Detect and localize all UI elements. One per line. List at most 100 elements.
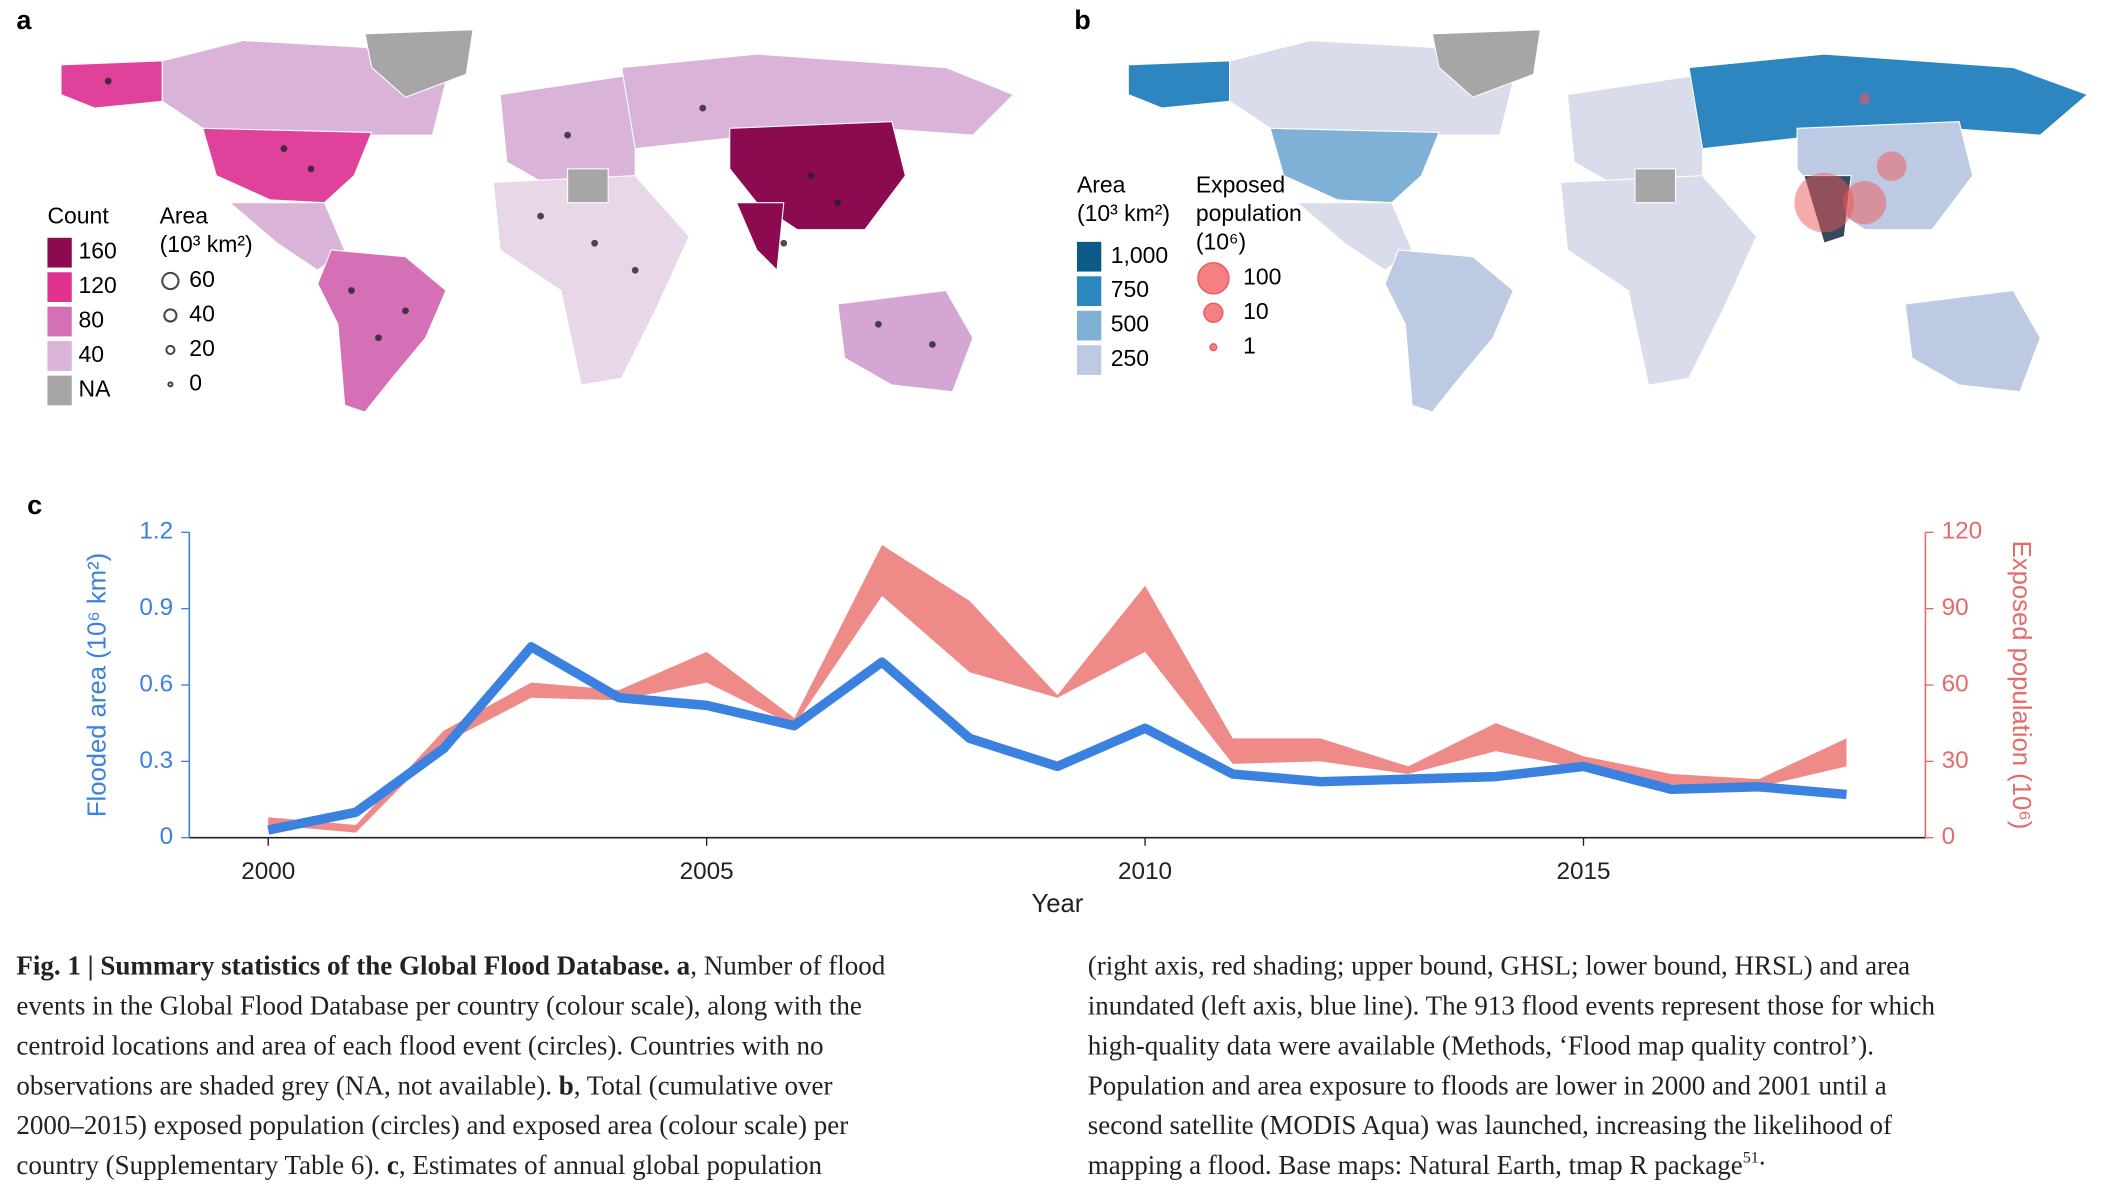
- map-dot: [929, 341, 936, 348]
- caption-run: 2000–2015) exposed population (circles) …: [16, 1110, 848, 1140]
- legend-swatch: [1076, 276, 1102, 307]
- caption-line: (right axis, red shading; upper bound, G…: [1088, 951, 1910, 981]
- map-dot: [402, 307, 409, 315]
- caption-line: mapping a flood. Base maps: Natural Eart…: [1088, 1141, 1766, 1180]
- y2-tick-label: 60: [1942, 670, 1969, 697]
- caption-run: Fig. 1 | Summary statistics of the Globa…: [16, 951, 690, 981]
- legend-swatch: [1076, 241, 1102, 272]
- y-tick-label: 0.9: [139, 594, 173, 621]
- legend-title: Count: [47, 203, 109, 229]
- caption-run: b: [559, 1070, 574, 1100]
- map-dot: [348, 287, 355, 294]
- y-axis-label: Flooded area (10⁶ km²): [84, 553, 112, 817]
- caption-line: events in the Global Flood Database per …: [16, 991, 862, 1021]
- y2-axis-label: Exposed population (10⁶): [2007, 541, 2035, 830]
- caption-run: (right axis, red shading; upper bound, G…: [1088, 951, 1910, 981]
- legend-circle: [1209, 343, 1218, 352]
- y-tick-label: 0: [160, 823, 174, 850]
- caption-run: inundated (left axis, blue line). The 91…: [1088, 991, 1936, 1021]
- caption-line: inundated (left axis, blue line). The 91…: [1088, 991, 1936, 1021]
- legend-label: 80: [79, 307, 105, 333]
- legend-label: 100: [1243, 263, 1281, 289]
- y2-tick-label: 120: [1942, 518, 1983, 545]
- caption-run: country (Supplementary Table 6).: [16, 1150, 386, 1180]
- x-tick-label: 2015: [1556, 858, 1610, 885]
- caption-run: events in the Global Flood Database per …: [16, 991, 862, 1021]
- legend-title: Area: [160, 203, 209, 229]
- map-dot: [375, 334, 382, 342]
- caption-line: second satellite (MODIS Aqua) was launch…: [1088, 1110, 1892, 1140]
- legend-label: 750: [1111, 276, 1149, 302]
- legend-circle: [1203, 302, 1224, 323]
- legend-title: (10³ km²): [160, 231, 253, 257]
- legend-label: 1: [1243, 332, 1256, 358]
- map-dot: [699, 104, 707, 112]
- map-dot: [564, 131, 571, 139]
- caption-run: c: [387, 1150, 399, 1180]
- y-tick-label: 1.2: [139, 518, 173, 545]
- legend-title: population: [1196, 200, 1302, 226]
- map-dot: [807, 172, 815, 180]
- legend-circle: [167, 381, 174, 388]
- legend-swatch: [47, 272, 72, 302]
- y-tick-label: 0.3: [139, 747, 173, 774]
- map-b: [1127, 29, 2089, 413]
- caption-run: mapping a flood. Base maps: Natural Eart…: [1088, 1150, 1743, 1180]
- map-dot: [780, 239, 788, 247]
- caption-line: observations are shaded grey (NA, not av…: [16, 1070, 832, 1100]
- legend-title: Area: [1077, 172, 1126, 198]
- map-dot: [104, 77, 112, 85]
- legend-title: Exposed: [1196, 172, 1285, 198]
- legend-label: 40: [79, 341, 105, 367]
- legend-circle: [163, 308, 178, 323]
- caption-line: Fig. 1 | Summary statistics of the Globa…: [16, 951, 885, 981]
- caption-line: high-quality data were available (Method…: [1088, 1031, 1874, 1061]
- panel-label: a: [16, 5, 32, 35]
- legend-label: 500: [1111, 311, 1149, 337]
- legend-label: 40: [189, 301, 215, 327]
- legend-swatch: [47, 341, 72, 371]
- map-dot: [834, 199, 842, 207]
- caption-run: .: [1759, 1141, 1766, 1171]
- legend-title: (10³ km²): [1077, 200, 1170, 226]
- panel-label: c: [27, 490, 42, 520]
- y2-tick-label: 30: [1942, 747, 1969, 774]
- caption-line: Population and area exposure to floods a…: [1088, 1070, 1887, 1100]
- y-tick-label: 0.6: [139, 670, 173, 697]
- map-dot: [631, 266, 639, 274]
- map-dot: [874, 320, 882, 328]
- caption-line: 2000–2015) exposed population (circles) …: [16, 1110, 848, 1140]
- caption-run: second satellite (MODIS Aqua) was launch…: [1088, 1110, 1892, 1140]
- legend-label: NA: [79, 376, 112, 402]
- legend-label: 250: [1111, 345, 1149, 371]
- legend-circle: [161, 271, 180, 291]
- caption-run: , Number of flood: [690, 951, 886, 981]
- legend-label: 20: [189, 335, 215, 361]
- caption-run: Population and area exposure to floods a…: [1088, 1070, 1887, 1100]
- x-tick-label: 2010: [1118, 858, 1172, 885]
- y2-tick-label: 90: [1942, 594, 1969, 621]
- caption-run: observations are shaded grey (NA, not av…: [16, 1070, 558, 1100]
- map-dot: [537, 212, 544, 220]
- caption-run: , Total (cumulative over: [574, 1070, 833, 1100]
- x-axis-label: Year: [1031, 890, 1083, 918]
- map-dot: [591, 239, 599, 247]
- caption-line: centroid locations and area of each floo…: [16, 1031, 823, 1061]
- legend-swatch: [1076, 310, 1102, 341]
- legend-label: 0: [189, 369, 202, 395]
- legend-swatch: [47, 306, 72, 337]
- x-tick-label: 2000: [241, 858, 295, 885]
- legend-title: (10⁶): [1196, 228, 1246, 254]
- legend-circle: [165, 344, 176, 355]
- y2-tick-label: 0: [1942, 823, 1956, 850]
- caption-line: country (Supplementary Table 6). c, Esti…: [16, 1150, 822, 1180]
- legend-circle: [1197, 262, 1230, 295]
- legend-label: 1,000: [1111, 242, 1168, 268]
- legend-label: 120: [79, 272, 117, 298]
- caption-run: 51: [1743, 1148, 1759, 1166]
- legend-swatch: [1076, 345, 1102, 375]
- map-dot: [280, 145, 288, 152]
- caption-run: high-quality data were available (Method…: [1088, 1031, 1874, 1061]
